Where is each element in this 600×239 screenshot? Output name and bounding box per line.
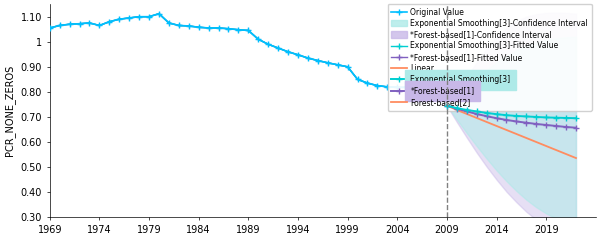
Y-axis label: PCR_NONE_ZEROS: PCR_NONE_ZEROS bbox=[4, 65, 15, 156]
Legend: Original Value, Exponential Smoothing[3]-Confidence Interval, *Forest-based[1]-C: Original Value, Exponential Smoothing[3]… bbox=[388, 4, 592, 111]
